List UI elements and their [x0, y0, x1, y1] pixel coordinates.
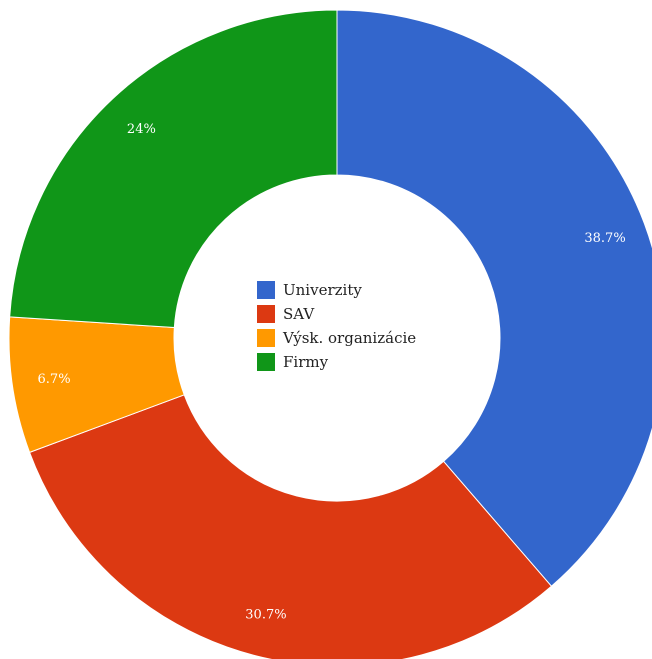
- legend-swatch-firmy: [257, 353, 275, 371]
- legend-swatch-sav: [257, 305, 275, 323]
- slice-value-label-vysk-organizacie: 6.7%: [38, 372, 71, 387]
- donut-slice-firmy[interactable]: [9, 9, 338, 329]
- slice-value-label-univerzity: 38.7%: [584, 231, 625, 246]
- donut-slice-univerzity[interactable]: [336, 9, 652, 587]
- legend-label-vysk-organizacie: Výsk. organizácie: [283, 329, 417, 347]
- legend-swatch-vysk-organizacie: [257, 329, 275, 347]
- legend-item-sav[interactable]: SAV: [257, 302, 416, 326]
- legend-label-firmy: Firmy: [283, 353, 329, 371]
- legend-label-sav: SAV: [283, 305, 315, 323]
- slice-value-label-firmy: 24%: [127, 122, 156, 137]
- legend-item-firmy[interactable]: Firmy: [257, 350, 416, 374]
- donut-slice-sav[interactable]: [28, 394, 553, 659]
- slice-value-label-sav: 30.7%: [245, 608, 286, 623]
- legend-item-vysk-organizacie[interactable]: Výsk. organizácie: [257, 326, 416, 350]
- legend-item-univerzity[interactable]: Univerzity: [257, 278, 416, 302]
- legend-swatch-univerzity: [257, 281, 275, 299]
- chart-legend: Univerzity SAV Výsk. organizácie Firmy: [257, 278, 416, 374]
- legend-label-univerzity: Univerzity: [283, 281, 362, 299]
